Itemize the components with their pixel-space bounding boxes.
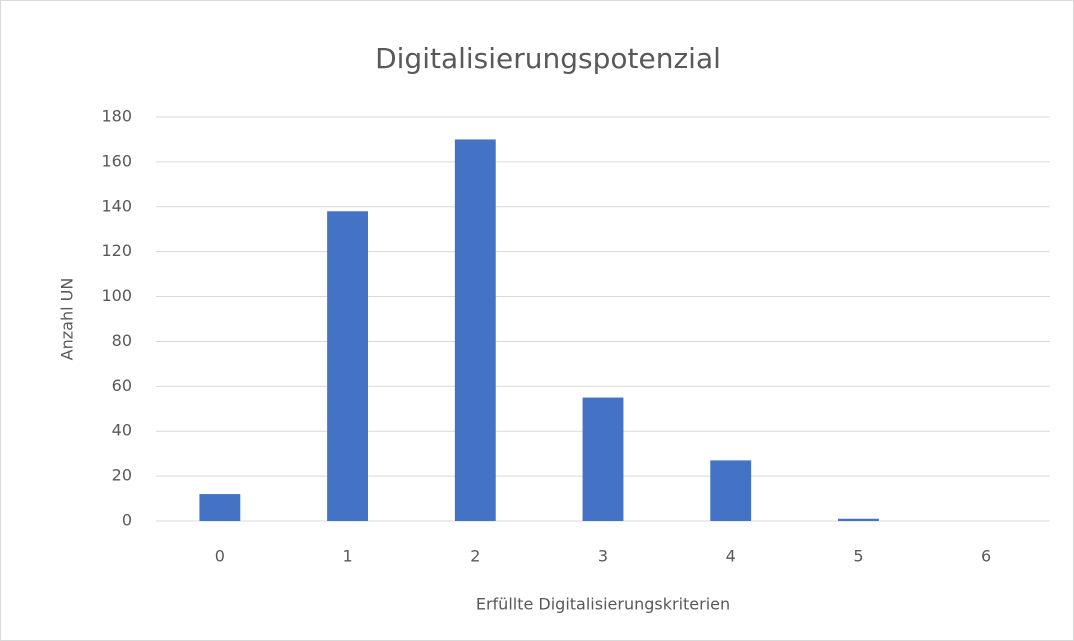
y-tick-label: 160 xyxy=(101,151,132,170)
y-tick-label: 20 xyxy=(112,466,132,485)
bar xyxy=(710,460,752,521)
x-tick-label: 0 xyxy=(215,547,225,566)
x-tick-label: 1 xyxy=(342,547,352,566)
x-tick-label: 4 xyxy=(726,547,736,566)
y-tick-label: 100 xyxy=(101,286,132,305)
y-tick-label: 140 xyxy=(101,196,132,215)
x-tick-label: 3 xyxy=(598,547,608,566)
y-axis-label: Anzahl UN xyxy=(58,278,77,361)
bar xyxy=(327,211,369,521)
bar xyxy=(199,494,241,521)
y-tick-label: 120 xyxy=(101,241,132,260)
bar xyxy=(454,139,496,521)
y-tick-label: 60 xyxy=(112,376,132,395)
y-tick-label: 180 xyxy=(101,107,132,126)
x-axis-label: Erfüllte Digitalisierungskriterien xyxy=(476,595,730,614)
y-tick-label: 0 xyxy=(122,511,132,530)
y-tick-label: 80 xyxy=(112,331,132,350)
x-tick-label: 6 xyxy=(981,547,991,566)
chart-title: Digitalisierungspotenzial xyxy=(375,42,721,75)
bar xyxy=(837,518,879,521)
bar xyxy=(582,397,624,521)
x-tick-label: 5 xyxy=(853,547,863,566)
x-tick-label: 2 xyxy=(470,547,480,566)
y-tick-label: 40 xyxy=(112,421,132,440)
